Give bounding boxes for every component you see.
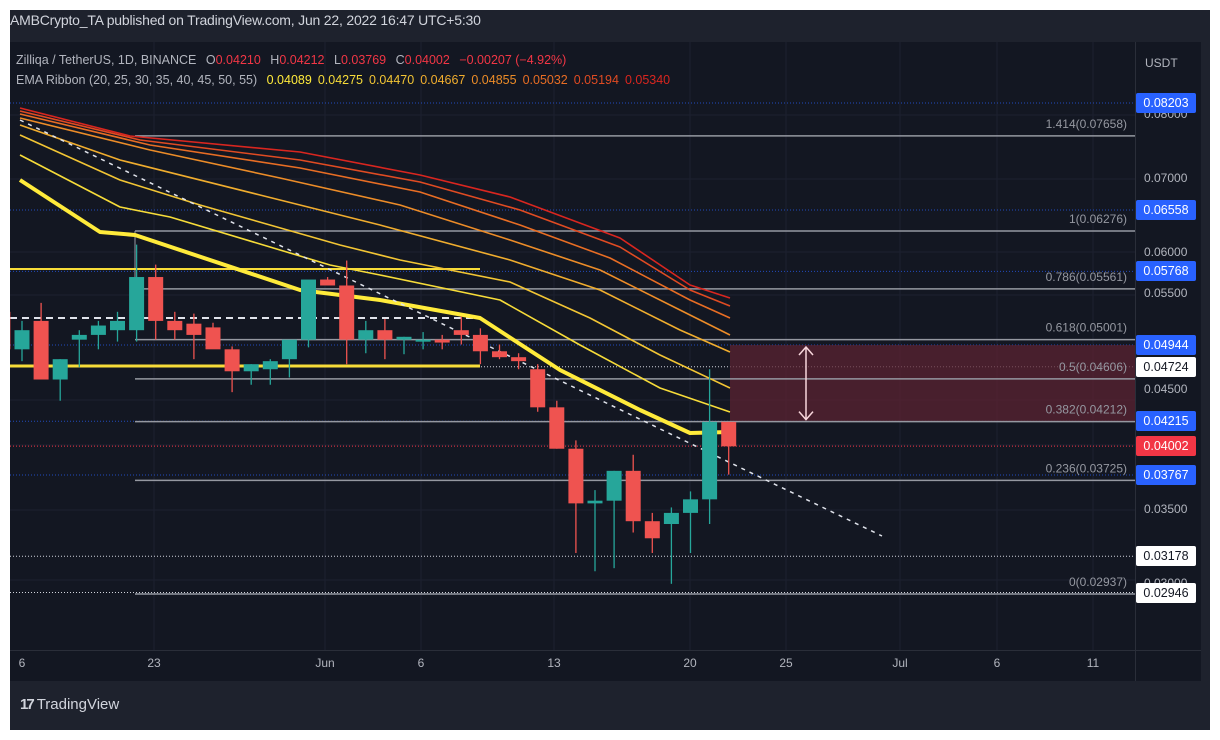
brand-name: TradingView: [36, 696, 120, 713]
time-tick: 11: [1086, 656, 1100, 670]
time-tick: 13: [547, 656, 561, 670]
candle[interactable]: [396, 336, 412, 340]
price-label-badge: 0.04215: [1136, 411, 1196, 432]
symbol-legend-row: Zilliqa / TetherUS, 1D, BINANCE O0.04210…: [16, 53, 567, 67]
candle[interactable]: [549, 407, 565, 449]
price-tick: 0.03500: [1144, 502, 1188, 517]
candle[interactable]: [492, 351, 507, 358]
candle[interactable]: [0, 311, 11, 350]
price-tick: 0.04500: [1144, 382, 1188, 397]
low-value: 0.03769: [340, 53, 387, 67]
ema-value: 0.04275: [317, 73, 363, 87]
candle[interactable]: [663, 512, 679, 525]
fib-level-label: 0.786(0.05561): [1046, 270, 1127, 284]
high-value: 0.04212: [279, 53, 325, 67]
candle[interactable]: [568, 448, 584, 504]
price-label-badge: 0.04002: [1136, 436, 1196, 457]
open-value: 0.04210: [215, 53, 261, 67]
candle[interactable]: [721, 421, 737, 447]
candle[interactable]: [606, 470, 622, 501]
candle[interactable]: [205, 327, 221, 350]
candle[interactable]: [415, 339, 431, 342]
tradingview-logo-icon: 17: [20, 696, 35, 713]
candle[interactable]: [148, 277, 164, 321]
candle[interactable]: [625, 470, 641, 522]
fib-level-label: 1.414(0.07658): [1046, 117, 1127, 131]
price-label-badge: 0.03767: [1136, 465, 1196, 485]
ema-legend-row: EMA Ribbon (20, 25, 30, 35, 40, 45, 50, …: [16, 70, 676, 90]
ema-value: 0.05194: [573, 73, 619, 87]
candle[interactable]: [110, 320, 125, 331]
candle[interactable]: [129, 277, 145, 331]
time-tick: 6: [417, 656, 425, 670]
candle[interactable]: [377, 330, 393, 340]
candle[interactable]: [52, 359, 68, 380]
time-axis[interactable]: [10, 650, 1135, 681]
candle[interactable]: [587, 500, 603, 504]
price-label-badge: 0.08203: [1136, 93, 1196, 114]
candle[interactable]: [186, 323, 202, 335]
time-tick: Jul: [892, 656, 908, 670]
time-tick: 23: [147, 656, 161, 670]
price-tick: 0.06000: [1144, 244, 1188, 259]
ema-value: 0.05340: [624, 73, 671, 87]
ema-value: 0.04089: [266, 73, 312, 87]
price-label-badge: 0.02946: [1136, 582, 1196, 603]
axis-corner: [1135, 650, 1201, 681]
ema-value: 0.05032: [522, 73, 568, 87]
candle[interactable]: [683, 499, 698, 513]
fib-level-label: 0.618(0.05001): [1046, 321, 1127, 335]
time-tick: 6: [18, 656, 26, 670]
tradingview-brand[interactable]: 17 TradingView: [20, 696, 119, 713]
ema-value: 0.04667: [420, 73, 466, 87]
candle[interactable]: [358, 330, 374, 340]
chart-legend: Zilliqa / TetherUS, 1D, BINANCE O0.04210…: [16, 50, 676, 90]
candle[interactable]: [301, 279, 316, 340]
close-value: 0.04002: [404, 53, 450, 67]
time-tick: Jun: [315, 656, 335, 670]
candle[interactable]: [511, 357, 527, 362]
fib-level-label: 0(0.02937): [1069, 575, 1127, 589]
candle[interactable]: [702, 421, 718, 500]
candle[interactable]: [243, 364, 259, 372]
candle[interactable]: [14, 330, 30, 350]
candle[interactable]: [320, 279, 336, 286]
currency-unit: USDT: [1145, 56, 1178, 70]
candle[interactable]: [262, 361, 278, 370]
candle[interactable]: [453, 330, 469, 335]
ema-title: EMA Ribbon (20, 25, 30, 35, 40, 45, 50, …: [16, 73, 258, 87]
price-label-badge: 0.03178: [1136, 546, 1196, 567]
candle[interactable]: [71, 334, 87, 340]
candle[interactable]: [339, 285, 355, 340]
price-label-badge: 0.04724: [1136, 356, 1196, 377]
candle[interactable]: [33, 320, 49, 380]
fib-level-label: 0.236(0.03725): [1046, 461, 1127, 475]
change-value: −0.00207 (−4.92%): [459, 53, 567, 67]
price-tick: 0.05500: [1144, 286, 1188, 301]
time-tick: 20: [683, 656, 697, 670]
price-label-badge: 0.06558: [1136, 200, 1196, 220]
symbol-name: Zilliqa / TetherUS, 1D, BINANCE: [16, 53, 197, 67]
candle[interactable]: [644, 521, 660, 539]
ema-value: 0.04855: [471, 73, 517, 87]
candle[interactable]: [167, 320, 183, 331]
candle[interactable]: [472, 334, 488, 352]
candle[interactable]: [281, 339, 297, 360]
publisher-line: AMBCrypto_TA published on TradingView.co…: [10, 12, 481, 28]
fib-level-label: 0.382(0.04212): [1046, 403, 1127, 417]
price-label-badge: 0.04944: [1136, 335, 1196, 356]
candle[interactable]: [434, 339, 450, 343]
time-tick: 25: [779, 656, 793, 670]
ema-value: 0.04470: [369, 73, 415, 87]
price-tick: 0.07000: [1144, 170, 1188, 185]
fib-level-label: 1(0.06276): [1069, 212, 1127, 226]
fib-level-label: 0.5(0.04606): [1059, 360, 1127, 374]
price-label-badge: 0.05768: [1136, 261, 1196, 282]
candle[interactable]: [224, 349, 240, 372]
time-tick: 6: [993, 656, 1001, 670]
candle[interactable]: [90, 325, 106, 335]
candle[interactable]: [530, 369, 546, 408]
